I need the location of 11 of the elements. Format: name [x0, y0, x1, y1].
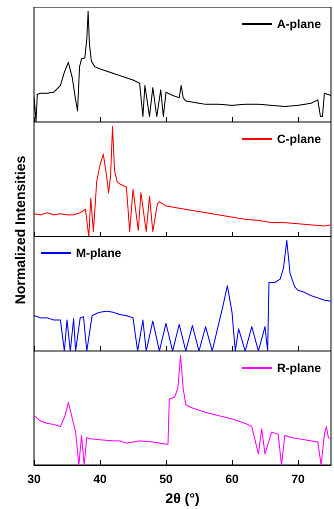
x-tick-label: 50	[159, 472, 173, 486]
x-axis-title: 2θ (°)	[165, 490, 200, 506]
legend-label: A-plane	[276, 17, 322, 31]
legend-label: R-plane	[276, 360, 322, 374]
x-tick-label: 40	[93, 472, 107, 486]
x-tick-label: 70	[291, 472, 305, 486]
x-tick-label: 30	[27, 472, 41, 486]
y-axis-title: Normalized Intensities	[12, 154, 28, 306]
x-tick-label: 60	[225, 472, 239, 486]
legend-label: M-plane	[76, 246, 122, 260]
legend-label: C-plane	[276, 132, 322, 146]
